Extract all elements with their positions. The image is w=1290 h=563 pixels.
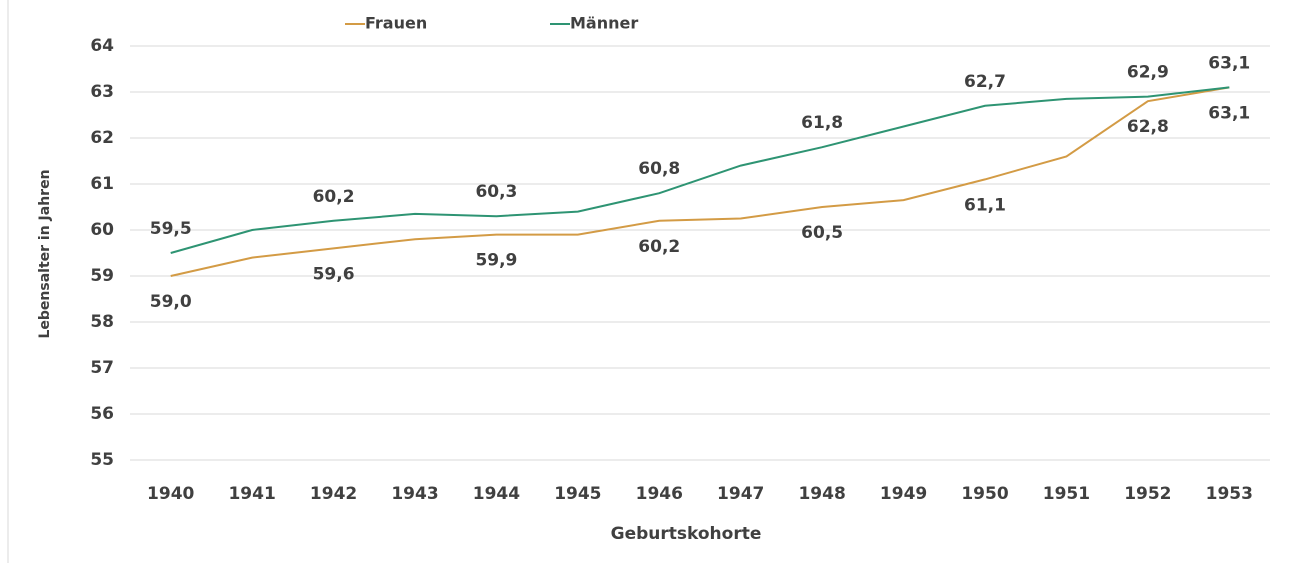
x-tick-label: 1950: [961, 484, 1008, 504]
y-tick-label: 58: [90, 312, 114, 332]
data-label: 60,2: [638, 237, 680, 257]
x-tick-label: 1949: [880, 484, 927, 504]
data-label: 63,1: [1208, 53, 1250, 73]
data-label: 63,1: [1208, 103, 1250, 123]
data-label: 59,5: [150, 219, 192, 239]
series-line: [170, 86, 1230, 254]
data-label: 62,8: [1127, 117, 1169, 137]
x-axis-title: Geburtskohorte: [611, 524, 762, 544]
y-axis-title: Lebensalter in Jahren: [37, 169, 53, 338]
data-label: 60,5: [801, 223, 843, 243]
data-label: 62,9: [1127, 63, 1169, 83]
y-tick-label: 55: [90, 450, 114, 470]
data-label: 59,6: [313, 264, 355, 284]
data-label: 60,8: [638, 159, 680, 179]
x-tick-label: 1941: [228, 484, 275, 504]
y-tick-label: 61: [90, 174, 114, 194]
y-tick-label: 62: [90, 128, 114, 148]
x-tick-label: 1947: [717, 484, 764, 504]
x-tick-label: 1942: [310, 484, 357, 504]
x-tick-label: 1940: [147, 484, 194, 504]
x-tick-label: 1943: [391, 484, 438, 504]
x-tick-label: 1948: [798, 484, 845, 504]
y-tick-label: 56: [90, 404, 114, 424]
x-tick-label: 1944: [473, 484, 520, 504]
y-tick-label: 57: [90, 358, 114, 378]
data-label: 61,1: [964, 195, 1006, 215]
series-line: [170, 86, 1230, 277]
x-tick-label: 1952: [1124, 484, 1171, 504]
y-tick-label: 60: [90, 220, 114, 240]
x-tick-label: 1946: [636, 484, 683, 504]
data-label: 59,9: [475, 251, 517, 271]
data-label: 60,2: [313, 187, 355, 207]
legend-label: Frauen: [365, 14, 427, 33]
y-tick-label: 64: [90, 36, 114, 56]
y-tick-label: 59: [90, 266, 114, 286]
data-label: 62,7: [964, 72, 1006, 92]
data-label: 61,8: [801, 113, 843, 133]
x-tick-label: 1953: [1206, 484, 1253, 504]
data-label: 59,0: [150, 292, 192, 312]
data-label: 60,3: [475, 182, 517, 202]
x-tick-label: 1951: [1043, 484, 1090, 504]
y-tick-label: 63: [90, 82, 114, 102]
x-tick-label: 1945: [554, 484, 601, 504]
legend-label: Männer: [570, 14, 638, 33]
